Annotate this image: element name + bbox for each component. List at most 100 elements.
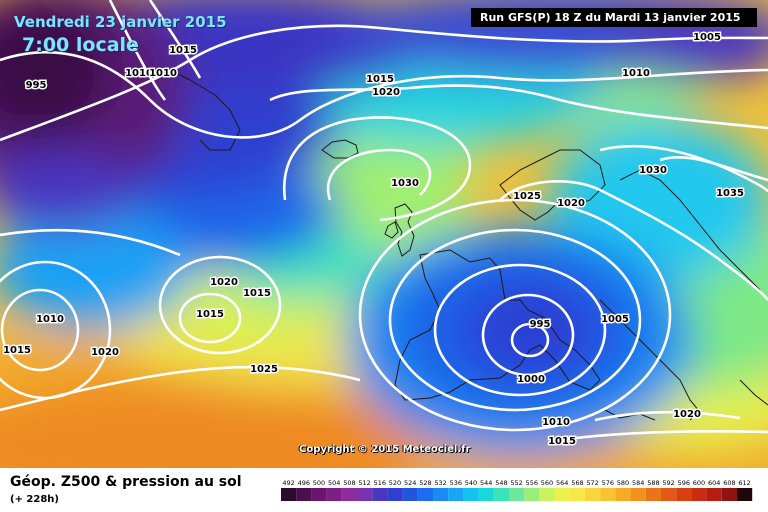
- scale-value: 504: [328, 479, 340, 487]
- scale-swatch: [417, 488, 433, 501]
- isobar-label: 1010: [542, 417, 570, 428]
- scale-swatch: [357, 488, 373, 501]
- scale-swatch: [463, 488, 479, 501]
- scale-value: 596: [678, 479, 690, 487]
- scale-swatch: [615, 488, 631, 501]
- isobar-label: 1010: [36, 314, 64, 325]
- scale-value: 516: [374, 479, 386, 487]
- scale-value: 604: [708, 479, 720, 487]
- scale-swatch: [630, 488, 646, 501]
- scale-swatch: [524, 488, 540, 501]
- scale-swatch: [372, 488, 388, 501]
- scale-swatch: [721, 488, 737, 501]
- isobar-label: 1020: [372, 87, 400, 98]
- scale-value: 500: [313, 479, 325, 487]
- scale-value: 592: [662, 479, 674, 487]
- scale-swatch: [569, 488, 585, 501]
- scale-value: 536: [450, 479, 462, 487]
- scale-swatch: [585, 488, 601, 501]
- isobar-label: 1025: [250, 364, 278, 375]
- scale-swatch: [433, 488, 449, 501]
- scale-value: 520: [389, 479, 401, 487]
- geopotential-field: 9951015101010101015102010301025102010301…: [0, 0, 768, 468]
- scale-value: 584: [632, 479, 644, 487]
- forecast-time: 7:00 locale: [22, 34, 139, 56]
- scale-swatch: [645, 488, 661, 501]
- run-info: Run GFS(P) 18 Z du Mardi 13 janvier 2015: [471, 8, 757, 27]
- isobars: [0, 0, 768, 442]
- color-scale: 492 496 500 504 508 512 516 520 524 528 532 536 540 5…: [281, 479, 753, 501]
- scale-swatch: [478, 488, 494, 501]
- scale-value: 576: [602, 479, 614, 487]
- scale-swatch: [600, 488, 616, 501]
- scale-swatch: [326, 488, 342, 501]
- isobar-label: 1030: [639, 165, 667, 176]
- isobar-label: 1030: [391, 178, 419, 189]
- scale-value: 492: [282, 479, 294, 487]
- isobar-label: 1010: [622, 68, 650, 79]
- scale-swatch: [676, 488, 692, 501]
- isobar-label: 995: [530, 319, 551, 330]
- isobar-label: 1020: [673, 409, 701, 420]
- scale-value: 560: [541, 479, 553, 487]
- isobar-label: 995: [26, 80, 47, 91]
- scale-swatch: [493, 488, 509, 501]
- scale-swatch: [509, 488, 525, 501]
- map-title: Géop. Z500 & pression au sol: [10, 474, 242, 490]
- forecast-offset: (+ 228h): [10, 494, 59, 505]
- scale-value: 548: [495, 479, 507, 487]
- scale-value: 552: [510, 479, 522, 487]
- scale-value: 572: [586, 479, 598, 487]
- scale-swatch: [281, 488, 297, 501]
- scale-swatch: [539, 488, 555, 501]
- scale-value: 512: [358, 479, 370, 487]
- scale-value: 588: [647, 479, 659, 487]
- scale-swatch: [341, 488, 357, 501]
- scale-swatch: [661, 488, 677, 501]
- isobar-label: 1000: [517, 374, 545, 385]
- scale-swatch: [311, 488, 327, 501]
- scale-value: 564: [556, 479, 568, 487]
- isobar-label: 1020: [557, 198, 585, 209]
- isobar-label: 1015: [548, 436, 576, 447]
- scale-swatch: [448, 488, 464, 501]
- scale-value: 508: [343, 479, 355, 487]
- isobar-label: 1025: [513, 191, 541, 202]
- isobar-label: 1035: [716, 188, 744, 199]
- copyright: Copyright © 2015 Meteociel.fr: [299, 444, 471, 455]
- isobar-label: 1010: [125, 68, 153, 79]
- scale-value: 532: [434, 479, 446, 487]
- isobar-label: 1005: [601, 314, 629, 325]
- scale-value: 612: [738, 479, 750, 487]
- scale-swatch: [737, 488, 753, 501]
- scale-value: 556: [526, 479, 538, 487]
- pressure-map: 9951015101010101015102010301025102010301…: [0, 0, 768, 468]
- isobar-label: 1010: [149, 68, 177, 79]
- isobar-label: 1020: [91, 347, 119, 358]
- scale-value: 540: [465, 479, 477, 487]
- isobar-labels: 9951015101010101015102010301025102010301…: [2, 31, 746, 449]
- scale-value: 496: [298, 479, 310, 487]
- scale-swatch: [387, 488, 403, 501]
- legend-bar: Géop. Z500 & pression au sol (+ 228h) 49…: [0, 468, 768, 512]
- scale-swatch: [691, 488, 707, 501]
- scale-swatch: [296, 488, 312, 501]
- isobar-label: 1005: [693, 32, 721, 43]
- scale-swatch: [554, 488, 570, 501]
- scale-value: 524: [404, 479, 416, 487]
- scale-swatch: [706, 488, 722, 501]
- isobar-label: 1015: [3, 345, 31, 356]
- scale-value: 600: [693, 479, 705, 487]
- isobar-label: 1015: [169, 45, 197, 56]
- forecast-date: Vendredi 23 janvier 2015: [14, 13, 227, 31]
- scale-swatch: [402, 488, 418, 501]
- scale-value: 568: [571, 479, 583, 487]
- isobar-label: 1020: [210, 277, 238, 288]
- scale-value: 608: [723, 479, 735, 487]
- scale-value: 528: [419, 479, 431, 487]
- scale-value: 544: [480, 479, 492, 487]
- isobar-label: 1015: [366, 74, 394, 85]
- scale-value: 580: [617, 479, 629, 487]
- isobar-label: 1015: [196, 309, 224, 320]
